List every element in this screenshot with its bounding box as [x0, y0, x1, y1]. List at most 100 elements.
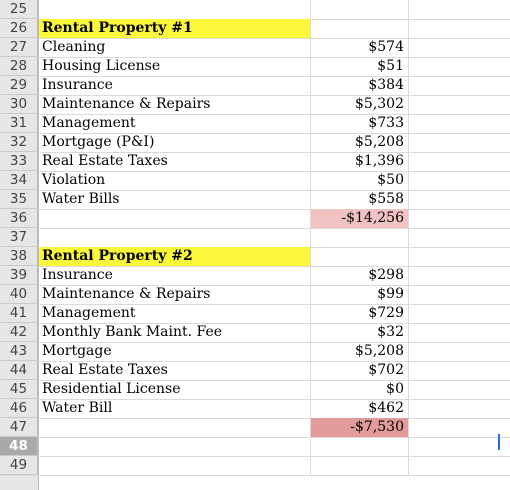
cell-label[interactable]: Residential License: [39, 380, 311, 399]
cell-label[interactable]: Mortgage: [39, 342, 311, 361]
row-number[interactable]: 41: [0, 304, 38, 323]
cell-empty[interactable]: [409, 418, 510, 437]
cell-empty[interactable]: [409, 209, 510, 228]
cell-amount[interactable]: $574: [311, 38, 409, 57]
cell-amount[interactable]: $733: [311, 114, 409, 133]
cell-empty[interactable]: [409, 57, 510, 76]
cell-empty[interactable]: [409, 323, 510, 342]
cell-amount[interactable]: $51: [311, 57, 409, 76]
row-number[interactable]: 47: [0, 418, 38, 437]
cell-empty[interactable]: [409, 399, 510, 418]
cell-empty[interactable]: [409, 171, 510, 190]
row-number[interactable]: 42: [0, 323, 38, 342]
cell-empty[interactable]: [409, 266, 510, 285]
cell-amount[interactable]: [311, 247, 409, 266]
cell-amount[interactable]: $384: [311, 76, 409, 95]
cell-amount[interactable]: [311, 228, 409, 247]
row-number[interactable]: 26: [0, 19, 38, 38]
row-number[interactable]: 36: [0, 209, 38, 228]
row-number[interactable]: 33: [0, 152, 38, 171]
row-number[interactable]: 45: [0, 380, 38, 399]
cell-empty[interactable]: [409, 380, 510, 399]
cell-label[interactable]: Cleaning: [39, 38, 311, 57]
cell-label[interactable]: Water Bill: [39, 399, 311, 418]
cell-empty[interactable]: [409, 456, 510, 475]
cell-amount[interactable]: $729: [311, 304, 409, 323]
cell-label[interactable]: [39, 456, 311, 475]
row-number[interactable]: 32: [0, 133, 38, 152]
cell-amount[interactable]: $50: [311, 171, 409, 190]
cell-amount[interactable]: [311, 19, 409, 38]
cell-amount[interactable]: $5,302: [311, 95, 409, 114]
cell-label[interactable]: [39, 418, 311, 437]
cell-empty[interactable]: [409, 19, 510, 38]
row-number[interactable]: 43: [0, 342, 38, 361]
cell-empty[interactable]: [409, 342, 510, 361]
row-number[interactable]: 25: [0, 0, 38, 19]
cell-empty[interactable]: [409, 361, 510, 380]
row-number[interactable]: 38: [0, 247, 38, 266]
cell-label[interactable]: [39, 437, 311, 456]
cell-label[interactable]: Real Estate Taxes: [39, 152, 311, 171]
row-number[interactable]: 37: [0, 228, 38, 247]
cell-empty[interactable]: [409, 38, 510, 57]
cell-amount[interactable]: $462: [311, 399, 409, 418]
cell-amount[interactable]: [311, 456, 409, 475]
cell-amount[interactable]: $99: [311, 285, 409, 304]
cell-label[interactable]: Violation: [39, 171, 311, 190]
cell-empty[interactable]: [409, 190, 510, 209]
cell-amount[interactable]: $0: [311, 380, 409, 399]
row-number[interactable]: 39: [0, 266, 38, 285]
row-number[interactable]: 27: [0, 38, 38, 57]
cell-label[interactable]: Management: [39, 304, 311, 323]
cell-empty[interactable]: [409, 247, 510, 266]
cell-label[interactable]: [39, 0, 311, 19]
row-number-selected[interactable]: 48: [0, 437, 38, 456]
row-number[interactable]: 29: [0, 76, 38, 95]
total-rental-2[interactable]: -$7,530: [311, 418, 409, 437]
cell-label[interactable]: [39, 209, 311, 228]
cell-amount[interactable]: $298: [311, 266, 409, 285]
row-number[interactable]: 30: [0, 95, 38, 114]
cell-label[interactable]: [39, 228, 311, 247]
row-number[interactable]: 49: [0, 456, 38, 475]
cell-amount[interactable]: $1,396: [311, 152, 409, 171]
cell-empty[interactable]: [409, 95, 510, 114]
cell-label[interactable]: Monthly Bank Maint. Fee: [39, 323, 311, 342]
cell-empty[interactable]: [409, 228, 510, 247]
row-number[interactable]: 44: [0, 361, 38, 380]
cell-amount[interactable]: $32: [311, 323, 409, 342]
cell-label[interactable]: Insurance: [39, 266, 311, 285]
cell-label[interactable]: Maintenance & Repairs: [39, 95, 311, 114]
cell-empty[interactable]: [409, 114, 510, 133]
cell-empty[interactable]: [409, 0, 510, 19]
row-number[interactable]: 40: [0, 285, 38, 304]
section-header-rental-1[interactable]: Rental Property #1: [39, 19, 311, 38]
cell-amount[interactable]: $5,208: [311, 133, 409, 152]
row-number[interactable]: 28: [0, 57, 38, 76]
cell-empty[interactable]: [409, 437, 510, 456]
row-number[interactable]: 35: [0, 190, 38, 209]
cell-empty[interactable]: [409, 152, 510, 171]
cell-label[interactable]: Management: [39, 114, 311, 133]
cell-amount[interactable]: $5,208: [311, 342, 409, 361]
cell-label[interactable]: Insurance: [39, 76, 311, 95]
total-rental-1[interactable]: -$14,256: [311, 209, 409, 228]
cell-label[interactable]: Mortgage (P&I): [39, 133, 311, 152]
cell-label[interactable]: Real Estate Taxes: [39, 361, 311, 380]
row-number[interactable]: 46: [0, 399, 38, 418]
cell-empty[interactable]: [409, 133, 510, 152]
row-number[interactable]: 31: [0, 114, 38, 133]
cell-amount[interactable]: [311, 0, 409, 19]
cell-empty[interactable]: [409, 76, 510, 95]
cell-label[interactable]: Water Bills: [39, 190, 311, 209]
cell-empty[interactable]: [409, 285, 510, 304]
cell-amount[interactable]: $702: [311, 361, 409, 380]
cell-label[interactable]: Maintenance & Repairs: [39, 285, 311, 304]
section-header-rental-2[interactable]: Rental Property #2: [39, 247, 311, 266]
cell-amount[interactable]: $558: [311, 190, 409, 209]
cell-amount[interactable]: [311, 437, 409, 456]
cell-label[interactable]: Housing License: [39, 57, 311, 76]
row-number[interactable]: 34: [0, 171, 38, 190]
cell-empty[interactable]: [409, 304, 510, 323]
